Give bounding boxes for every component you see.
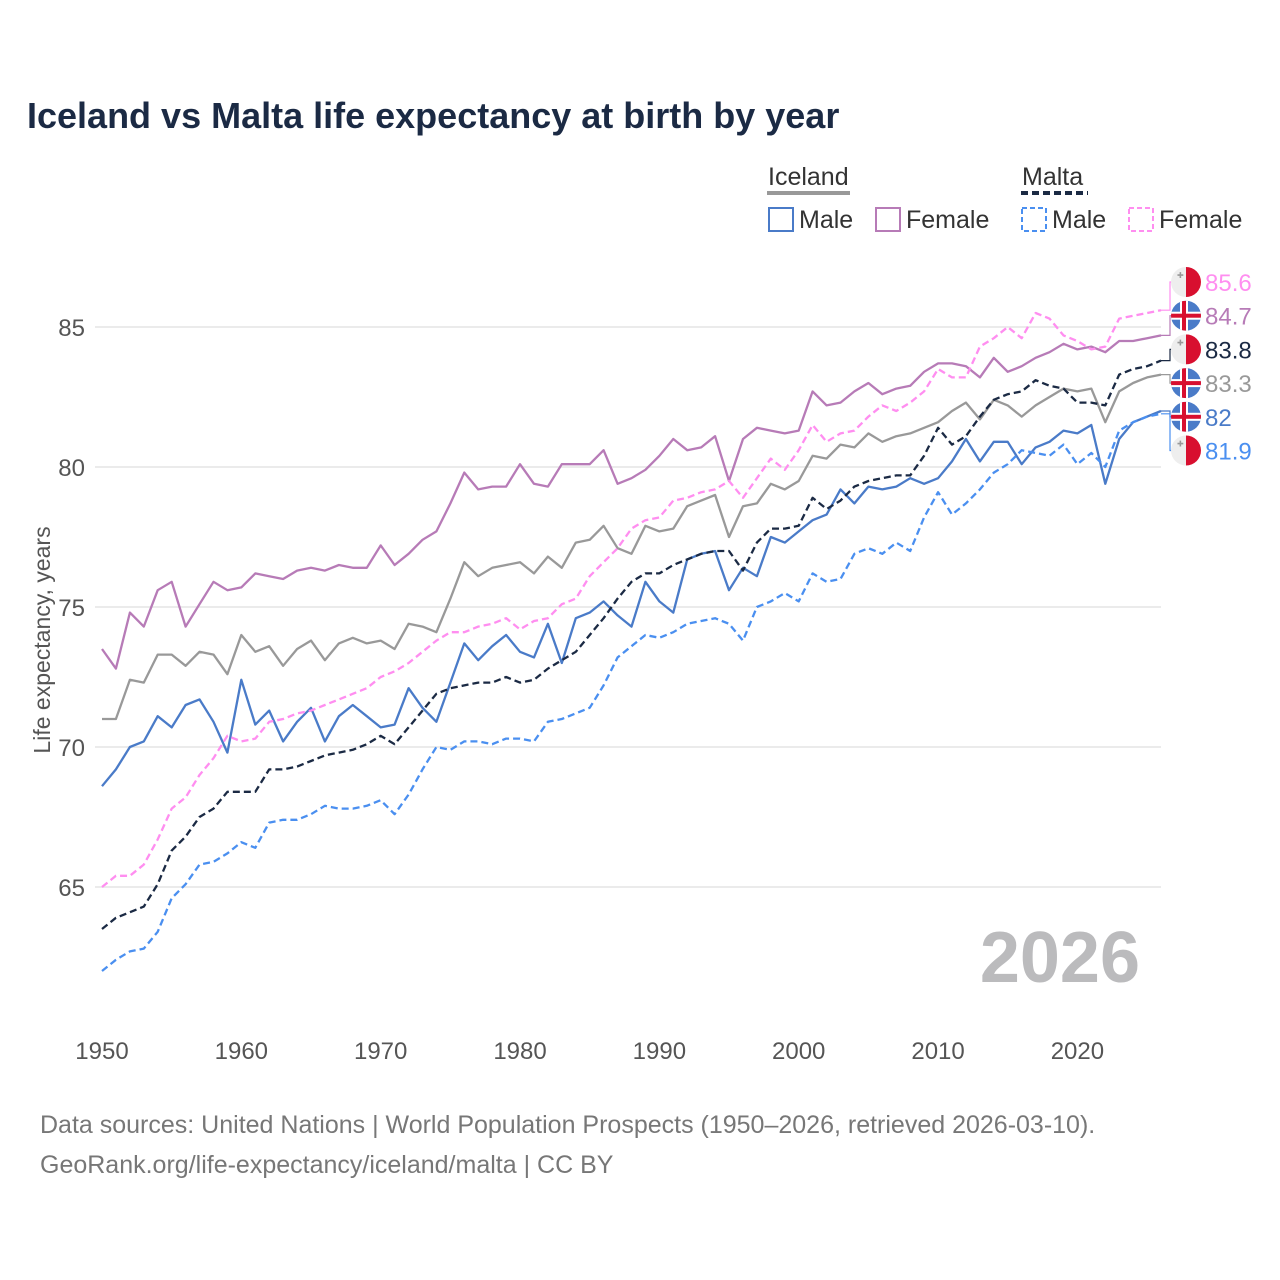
source-text: Data sources: United Nations | World Pop… (40, 1111, 1096, 1139)
malta-flag-icon: ✚ (1171, 435, 1201, 466)
flag-red (1186, 267, 1201, 297)
series-line-malta-female (101, 309, 1162, 888)
flag-white (1171, 267, 1186, 297)
footer: Data sources: United Nations | World Pop… (40, 1105, 1095, 1185)
iceland-flag-icon (1171, 401, 1201, 432)
iceland-flag-icon (1171, 368, 1201, 399)
legend-iceland-male-swatch (768, 207, 794, 232)
flag-body (1171, 368, 1201, 399)
flag-body: ✚ (1171, 334, 1201, 365)
george-cross-icon: ✚ (1177, 338, 1184, 347)
x-tick-label: 1980 (493, 1038, 546, 1065)
legend-iceland-female-swatch (875, 207, 901, 232)
legend-iceland-title: Iceland (768, 163, 849, 191)
x-tick-label: 1970 (354, 1038, 407, 1065)
y-tick-label: 75 (58, 595, 85, 622)
x-tick-label: 2020 (1051, 1038, 1104, 1065)
legend-malta-male-swatch (1021, 207, 1047, 232)
series-line-iceland-male (101, 409, 1162, 787)
legend-malta-female: Female (1159, 206, 1242, 234)
chart-title: Iceland vs Malta life expectancy at birt… (27, 95, 840, 136)
legend-iceland-female: Female (906, 206, 989, 234)
y-tick-label: 80 (58, 455, 85, 482)
end-value-label: 85.6 (1205, 270, 1252, 297)
malta-flag-icon: ✚ (1171, 267, 1201, 297)
end-value-label: 81.9 (1205, 439, 1252, 466)
flag-red-v (1182, 401, 1186, 432)
end-value-label: 83.8 (1205, 337, 1252, 364)
flag-white (1171, 334, 1186, 365)
y-axis-label: Life expectancy, years (29, 526, 55, 753)
x-tick-label: 1960 (215, 1038, 268, 1065)
malta-flag-icon: ✚ (1171, 334, 1201, 365)
george-cross-icon: ✚ (1177, 440, 1184, 449)
y-tick-label: 85 (58, 315, 85, 342)
series-line-iceland-female (101, 334, 1162, 670)
legend-iceland-male: Male (799, 206, 853, 234)
x-tick-label: 2000 (772, 1038, 825, 1065)
flag-body (1171, 401, 1201, 432)
flag-body: ✚ (1171, 267, 1201, 297)
x-tick-label: 1990 (633, 1038, 686, 1065)
x-tick-label: 2010 (911, 1038, 964, 1065)
year-watermark: 2026 (980, 918, 1140, 998)
flag-red (1186, 435, 1201, 466)
x-tick-label: 1950 (75, 1038, 128, 1065)
y-tick-label: 65 (58, 875, 85, 902)
george-cross-icon: ✚ (1177, 271, 1184, 280)
legend: Iceland Malta Male Female Male Female (767, 163, 1242, 234)
series-line-iceland (102, 373, 1162, 721)
legend-malta-male: Male (1052, 206, 1106, 234)
flag-white (1171, 435, 1186, 466)
flag-red-v (1182, 368, 1186, 399)
legend-malta-female-swatch (1128, 207, 1154, 232)
flag-body (1171, 300, 1201, 331)
legend-malta-title: Malta (1022, 163, 1083, 191)
attribution-link[interactable]: GeoRank.org/life-expectancy/iceland/malt… (40, 1151, 614, 1179)
iceland-flag-icon (1171, 300, 1201, 331)
series-line-malta (101, 359, 1162, 930)
end-value-label: 83.3 (1205, 371, 1252, 398)
y-tick-label: 70 (58, 735, 85, 762)
flag-red-v (1182, 300, 1186, 331)
end-value-label: 82 (1205, 405, 1232, 432)
flag-body: ✚ (1171, 435, 1201, 466)
end-value-label: 84.7 (1205, 304, 1252, 331)
flag-red (1186, 334, 1201, 365)
